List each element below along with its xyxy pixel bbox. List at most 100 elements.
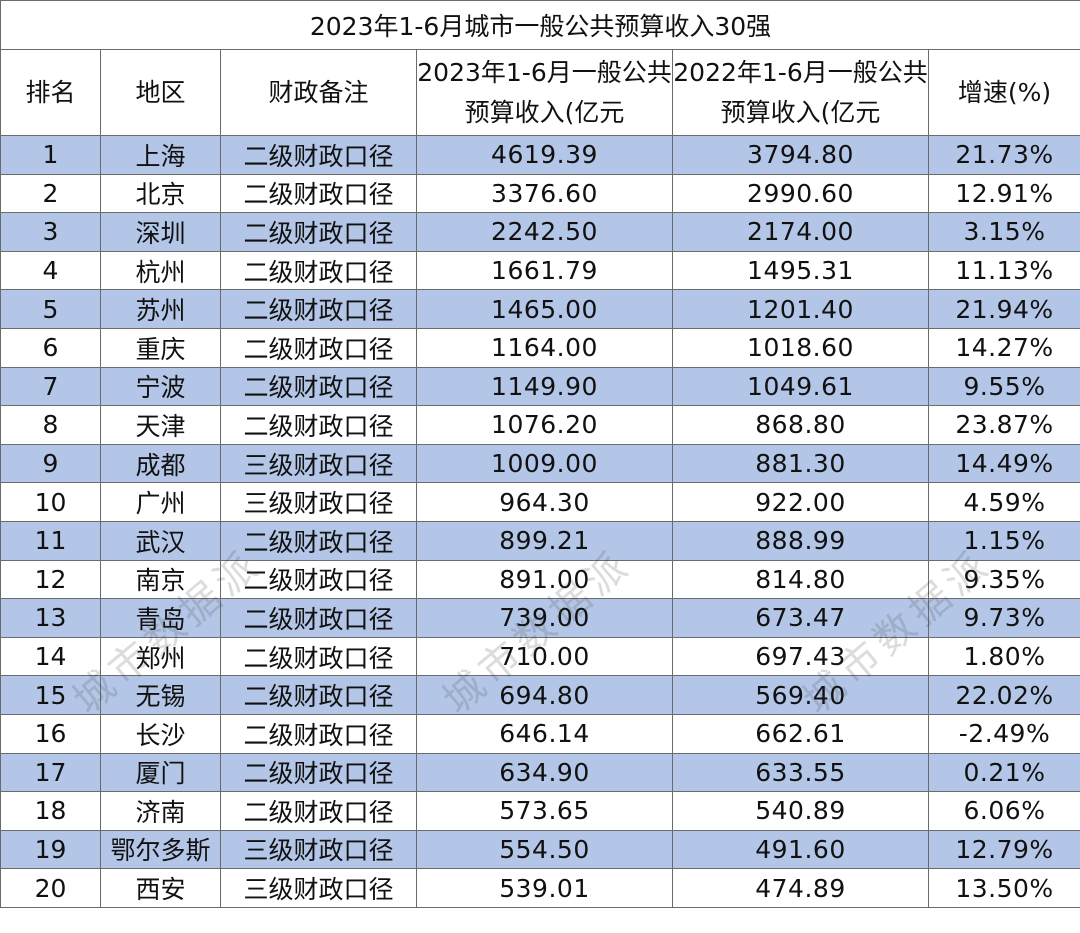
cell-growth: 11.13% xyxy=(928,250,1080,291)
cell-growth: 22.02% xyxy=(928,675,1080,715)
cell-rank: 7 xyxy=(0,366,101,407)
cell-note: 三级财政口径 xyxy=(220,482,417,522)
cell-2023-revenue: 2242.50 xyxy=(416,212,673,252)
cell-2023-revenue: 1149.90 xyxy=(416,366,673,407)
cell-rank: 6 xyxy=(0,327,101,368)
cell-note: 二级财政口径 xyxy=(220,366,417,407)
table-title: 2023年1-6月城市一般公共预算收入30强 xyxy=(0,0,1080,50)
cell-region: 济南 xyxy=(100,791,221,831)
cell-growth: 12.91% xyxy=(928,173,1080,214)
cell-region: 厦门 xyxy=(100,752,221,793)
cell-note: 二级财政口径 xyxy=(220,250,417,291)
cell-2022-revenue: 491.60 xyxy=(672,829,929,870)
cell-rank: 18 xyxy=(0,791,101,831)
table-row: 12 南京 二级财政口径 891.00 814.80 9.35% xyxy=(0,559,1080,600)
cell-rank: 8 xyxy=(0,405,101,445)
table-row: 14 郑州 二级财政口径 710.00 697.43 1.80% xyxy=(0,636,1080,677)
cell-growth: 4.59% xyxy=(928,482,1080,522)
cell-region: 宁波 xyxy=(100,366,221,407)
cell-2023-revenue: 710.00 xyxy=(416,636,673,677)
cell-rank: 16 xyxy=(0,713,101,754)
cell-2023-revenue: 3376.60 xyxy=(416,173,673,214)
cell-region: 苏州 xyxy=(100,289,221,329)
cell-note: 二级财政口径 xyxy=(220,713,417,754)
cell-note: 二级财政口径 xyxy=(220,173,417,214)
table-row: 16 长沙 二级财政口径 646.14 662.61 -2.49% xyxy=(0,713,1080,754)
cell-region: 西安 xyxy=(100,868,221,908)
table-row: 15 无锡 二级财政口径 694.80 569.40 22.02% xyxy=(0,675,1080,715)
header-growth: 增速(%) xyxy=(928,49,1080,136)
cell-rank: 9 xyxy=(0,443,101,484)
cell-2022-revenue: 1049.61 xyxy=(672,366,929,407)
cell-region: 重庆 xyxy=(100,327,221,368)
cell-region: 天津 xyxy=(100,405,221,445)
cell-region: 杭州 xyxy=(100,250,221,291)
cell-2023-revenue: 899.21 xyxy=(416,520,673,561)
cell-2022-revenue: 1495.31 xyxy=(672,250,929,291)
cell-2022-revenue: 868.80 xyxy=(672,405,929,445)
cell-note: 三级财政口径 xyxy=(220,443,417,484)
table-row: 11 武汉 二级财政口径 899.21 888.99 1.15% xyxy=(0,520,1080,561)
cell-2022-revenue: 673.47 xyxy=(672,598,929,638)
cell-2022-revenue: 881.30 xyxy=(672,443,929,484)
header-2023-revenue: 2023年1-6月一般公共预算收入(亿元 xyxy=(416,49,673,136)
cell-2023-revenue: 1465.00 xyxy=(416,289,673,329)
cell-note: 三级财政口径 xyxy=(220,829,417,870)
table-row: 7 宁波 二级财政口径 1149.90 1049.61 9.55% xyxy=(0,366,1080,407)
cell-growth: 14.27% xyxy=(928,327,1080,368)
table-row: 20 西安 三级财政口径 539.01 474.89 13.50% xyxy=(0,868,1080,908)
cell-rank: 2 xyxy=(0,173,101,214)
cell-growth: 14.49% xyxy=(928,443,1080,484)
cell-note: 二级财政口径 xyxy=(220,135,417,175)
cell-2022-revenue: 2174.00 xyxy=(672,212,929,252)
cell-region: 青岛 xyxy=(100,598,221,638)
cell-growth: 9.73% xyxy=(928,598,1080,638)
cell-2023-revenue: 4619.39 xyxy=(416,135,673,175)
cell-2022-revenue: 474.89 xyxy=(672,868,929,908)
cell-rank: 15 xyxy=(0,675,101,715)
cell-growth: 1.80% xyxy=(928,636,1080,677)
cell-2023-revenue: 891.00 xyxy=(416,559,673,600)
cell-region: 广州 xyxy=(100,482,221,522)
cell-growth: 21.94% xyxy=(928,289,1080,329)
cell-2022-revenue: 540.89 xyxy=(672,791,929,831)
cell-2022-revenue: 922.00 xyxy=(672,482,929,522)
cell-region: 深圳 xyxy=(100,212,221,252)
cell-2022-revenue: 1201.40 xyxy=(672,289,929,329)
cell-note: 二级财政口径 xyxy=(220,636,417,677)
cell-2022-revenue: 888.99 xyxy=(672,520,929,561)
cell-region: 上海 xyxy=(100,135,221,175)
cell-rank: 5 xyxy=(0,289,101,329)
table-row: 8 天津 二级财政口径 1076.20 868.80 23.87% xyxy=(0,405,1080,445)
cell-region: 北京 xyxy=(100,173,221,214)
cell-growth: 3.15% xyxy=(928,212,1080,252)
table-row: 6 重庆 二级财政口径 1164.00 1018.60 14.27% xyxy=(0,327,1080,368)
cell-note: 二级财政口径 xyxy=(220,520,417,561)
cell-2023-revenue: 694.80 xyxy=(416,675,673,715)
cell-2023-revenue: 634.90 xyxy=(416,752,673,793)
header-region: 地区 xyxy=(100,49,221,136)
cell-note: 二级财政口径 xyxy=(220,752,417,793)
cell-2023-revenue: 539.01 xyxy=(416,868,673,908)
cell-2022-revenue: 569.40 xyxy=(672,675,929,715)
budget-revenue-table: 2023年1-6月城市一般公共预算收入30强 排名 地区 财政备注 2023年1… xyxy=(0,0,1080,908)
cell-region: 鄂尔多斯 xyxy=(100,829,221,870)
cell-growth: 9.55% xyxy=(928,366,1080,407)
cell-2023-revenue: 1164.00 xyxy=(416,327,673,368)
table-row: 9 成都 三级财政口径 1009.00 881.30 14.49% xyxy=(0,443,1080,484)
cell-note: 二级财政口径 xyxy=(220,212,417,252)
cell-rank: 1 xyxy=(0,135,101,175)
cell-rank: 20 xyxy=(0,868,101,908)
cell-rank: 4 xyxy=(0,250,101,291)
cell-rank: 19 xyxy=(0,829,101,870)
header-note: 财政备注 xyxy=(220,49,417,136)
table-row: 1 上海 二级财政口径 4619.39 3794.80 21.73% xyxy=(0,135,1080,175)
cell-2023-revenue: 1076.20 xyxy=(416,405,673,445)
cell-note: 三级财政口径 xyxy=(220,868,417,908)
cell-note: 二级财政口径 xyxy=(220,598,417,638)
cell-2023-revenue: 739.00 xyxy=(416,598,673,638)
cell-growth: 12.79% xyxy=(928,829,1080,870)
cell-note: 二级财政口径 xyxy=(220,791,417,831)
table-row: 13 青岛 二级财政口径 739.00 673.47 9.73% xyxy=(0,598,1080,638)
